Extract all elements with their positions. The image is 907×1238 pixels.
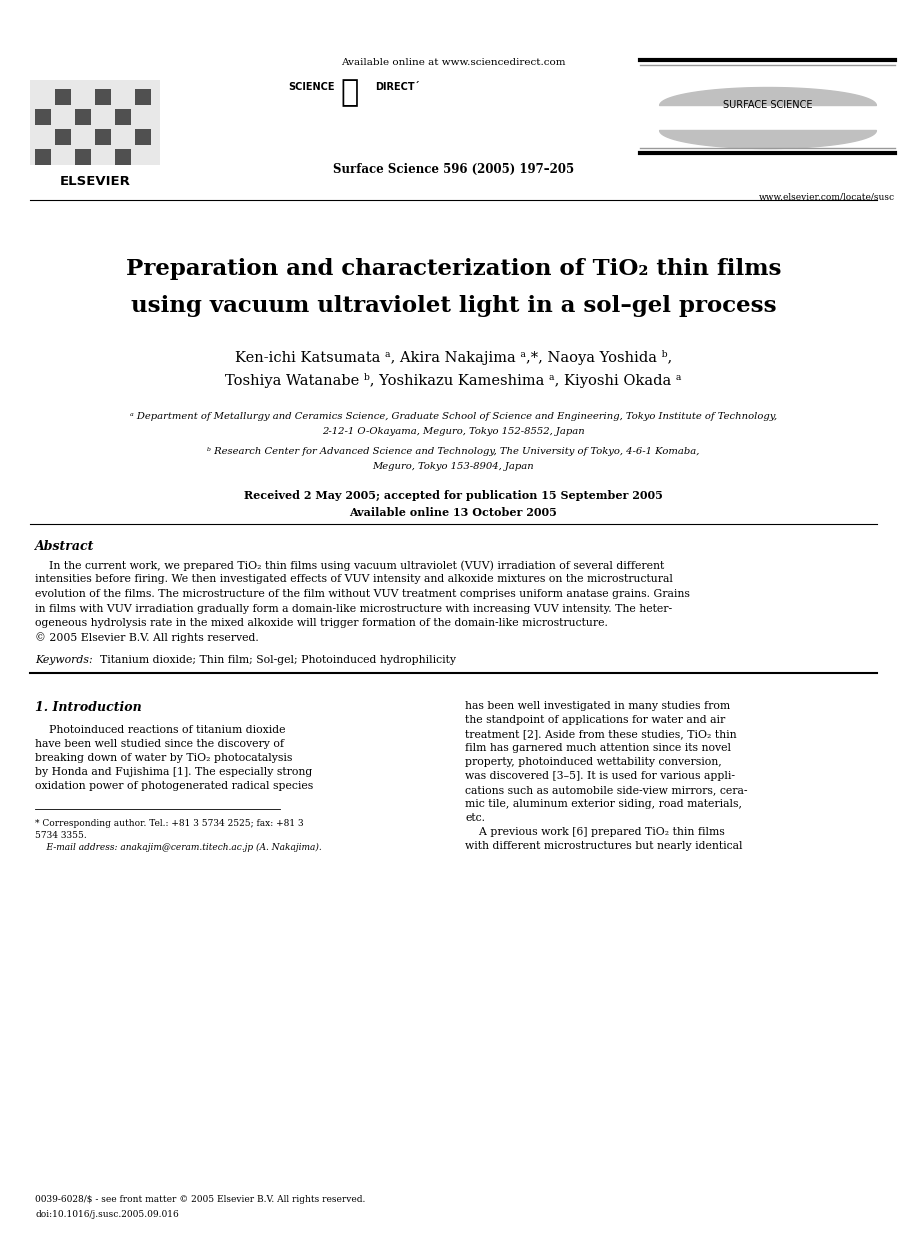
Text: oxidation power of photogenerated radical species: oxidation power of photogenerated radica… (35, 781, 313, 791)
Text: was discovered [3–5]. It is used for various appli-: was discovered [3–5]. It is used for var… (465, 771, 735, 781)
Text: ᵃ Department of Metallurgy and Ceramics Science, Graduate School of Science and : ᵃ Department of Metallurgy and Ceramics … (130, 412, 777, 421)
Text: www.elsevier.com/locate/susc: www.elsevier.com/locate/susc (759, 193, 895, 202)
Text: 2-12-1 O-Okayama, Meguro, Tokyo 152-8552, Japan: 2-12-1 O-Okayama, Meguro, Tokyo 152-8552… (322, 427, 585, 436)
Text: mic tile, aluminum exterior siding, road materials,: mic tile, aluminum exterior siding, road… (465, 799, 742, 808)
Text: Available online at www.sciencedirect.com: Available online at www.sciencedirect.co… (341, 58, 566, 67)
Text: In the current work, we prepared TiO₂ thin films using vacuum ultraviolet (VUV) : In the current work, we prepared TiO₂ th… (35, 560, 664, 571)
Text: A previous work [6] prepared TiO₂ thin films: A previous work [6] prepared TiO₂ thin f… (465, 827, 725, 837)
Text: Received 2 May 2005; accepted for publication 15 September 2005: Received 2 May 2005; accepted for public… (244, 490, 663, 501)
Text: * Corresponding author. Tel.: +81 3 5734 2525; fax: +81 3: * Corresponding author. Tel.: +81 3 5734… (35, 820, 304, 828)
Text: ogeneous hydrolysis rate in the mixed alkoxide will trigger formation of the dom: ogeneous hydrolysis rate in the mixed al… (35, 618, 608, 628)
Text: Titanium dioxide; Thin film; Sol-gel; Photoinduced hydrophilicity: Titanium dioxide; Thin film; Sol-gel; Ph… (100, 655, 456, 665)
Text: in films with VUV irradiation gradually form a domain-like microstructure with i: in films with VUV irradiation gradually … (35, 603, 672, 614)
Text: with different microstructures but nearly identical: with different microstructures but nearl… (465, 841, 743, 851)
Text: ⓓ: ⓓ (340, 78, 358, 106)
Text: Meguro, Tokyo 153-8904, Japan: Meguro, Tokyo 153-8904, Japan (373, 462, 534, 470)
Text: intensities before firing. We then investigated effects of VUV intensity and alk: intensities before firing. We then inves… (35, 574, 673, 584)
Text: have been well studied since the discovery of: have been well studied since the discove… (35, 739, 284, 749)
Text: Photoinduced reactions of titanium dioxide: Photoinduced reactions of titanium dioxi… (35, 725, 286, 735)
Text: etc.: etc. (465, 813, 485, 823)
Text: SCIENCE: SCIENCE (288, 82, 335, 92)
Text: E-mail address: anakajim@ceram.titech.ac.jp (A. Nakajima).: E-mail address: anakajim@ceram.titech.ac… (35, 843, 322, 852)
Text: Ken-ichi Katsumata ᵃ, Akira Nakajima ᵃ,*, Naoya Yoshida ᵇ,: Ken-ichi Katsumata ᵃ, Akira Nakajima ᵃ,*… (235, 350, 672, 365)
Text: 5734 3355.: 5734 3355. (35, 831, 87, 841)
Text: by Honda and Fujishima [1]. The especially strong: by Honda and Fujishima [1]. The especial… (35, 768, 312, 777)
Text: ELSEVIER: ELSEVIER (60, 175, 131, 188)
Text: using vacuum ultraviolet light in a sol–gel process: using vacuum ultraviolet light in a sol–… (131, 295, 776, 317)
Bar (135, 89, 151, 105)
Text: doi:10.1016/j.susc.2005.09.016: doi:10.1016/j.susc.2005.09.016 (35, 1210, 179, 1219)
Bar (115, 149, 131, 165)
Bar (95, 89, 111, 105)
Bar (30, 80, 160, 165)
Text: 1. Introduction: 1. Introduction (35, 701, 141, 714)
Text: 0039-6028/$ - see front matter © 2005 Elsevier B.V. All rights reserved.: 0039-6028/$ - see front matter © 2005 El… (35, 1195, 366, 1205)
Bar (55, 129, 71, 145)
Bar (75, 109, 91, 125)
Bar (35, 109, 51, 125)
Text: property, photoinduced wettability conversion,: property, photoinduced wettability conve… (465, 756, 722, 768)
Text: Toshiya Watanabe ᵇ, Yoshikazu Kameshima ᵃ, Kiyoshi Okada ᵃ: Toshiya Watanabe ᵇ, Yoshikazu Kameshima … (225, 373, 682, 387)
Bar (135, 129, 151, 145)
Text: Keywords:: Keywords: (35, 655, 93, 665)
Text: evolution of the films. The microstructure of the film without VUV treatment com: evolution of the films. The microstructu… (35, 589, 690, 599)
Text: Abstract: Abstract (35, 540, 94, 553)
Text: film has garnered much attention since its novel: film has garnered much attention since i… (465, 743, 731, 753)
Bar (35, 149, 51, 165)
Text: has been well investigated in many studies from: has been well investigated in many studi… (465, 701, 730, 711)
Bar (115, 109, 131, 125)
Bar (75, 149, 91, 165)
Text: treatment [2]. Aside from these studies, TiO₂ thin: treatment [2]. Aside from these studies,… (465, 729, 736, 739)
Text: breaking down of water by TiO₂ photocatalysis: breaking down of water by TiO₂ photocata… (35, 753, 292, 763)
Text: Available online 13 October 2005: Available online 13 October 2005 (349, 508, 558, 517)
Text: ᵇ Research Center for Advanced Science and Technology, The University of Tokyo, : ᵇ Research Center for Advanced Science a… (208, 447, 699, 456)
Text: the standpoint of applications for water and air: the standpoint of applications for water… (465, 716, 726, 725)
Text: cations such as automobile side-view mirrors, cera-: cations such as automobile side-view mir… (465, 785, 747, 795)
Bar (95, 129, 111, 145)
Text: © 2005 Elsevier B.V. All rights reserved.: © 2005 Elsevier B.V. All rights reserved… (35, 633, 258, 644)
Bar (55, 89, 71, 105)
Text: SURFACE SCIENCE: SURFACE SCIENCE (723, 100, 813, 110)
Text: Preparation and characterization of TiO₂ thin films: Preparation and characterization of TiO₂… (126, 258, 781, 280)
Text: Surface Science 596 (2005) 197–205: Surface Science 596 (2005) 197–205 (333, 163, 574, 176)
Text: DIRECT´: DIRECT´ (375, 82, 420, 92)
